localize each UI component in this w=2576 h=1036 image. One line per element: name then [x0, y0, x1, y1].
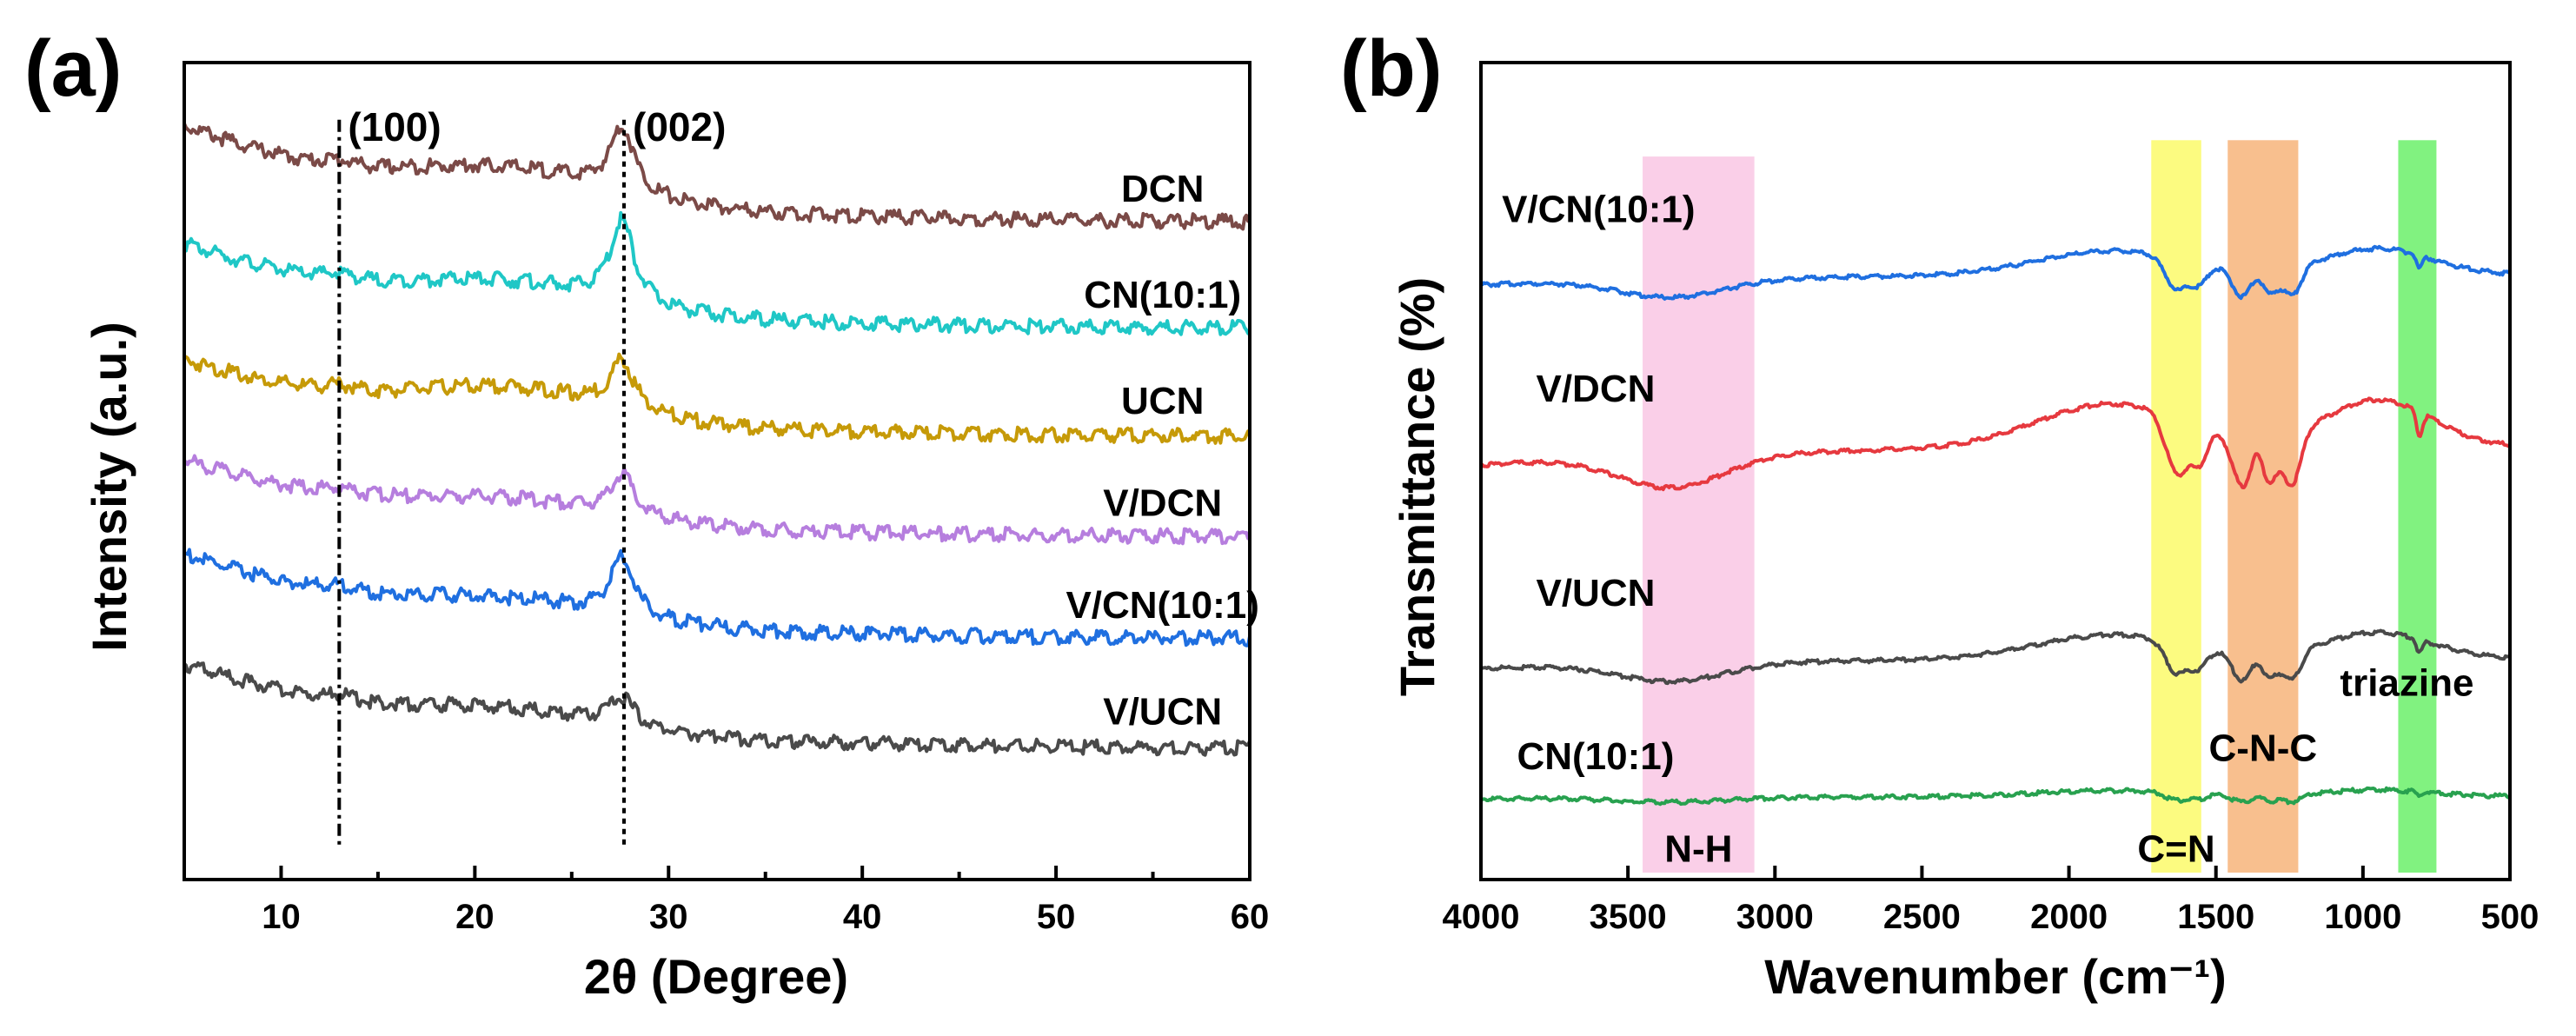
xrd-series-label: CN(10:1): [1084, 274, 1241, 316]
ftir-x-tick-label: 3000: [1736, 898, 1814, 936]
xrd-reference-label: (002): [633, 104, 726, 149]
xrd-series-line: [183, 210, 1251, 336]
ftir-series-line: [1480, 786, 2511, 807]
ftir-panel: (b) Transmittance (%) Wavenumber (cm⁻¹) …: [1340, 24, 2539, 1004]
xrd-x-tick-label: 10: [262, 898, 301, 936]
xrd-x-tick-label: 60: [1231, 898, 1270, 936]
xrd-series-line: [183, 123, 1251, 231]
panel-b-label: (b): [1340, 24, 1442, 113]
xrd-series-label: UCN: [1121, 380, 1204, 422]
ftir-band: [2227, 140, 2299, 873]
xrd-panel: (a) Intensity (a.u.) 2θ (Degree) (100) (0…: [24, 24, 1269, 1004]
xrd-plot-frame: [183, 61, 1251, 881]
xrd-series-label: V/UCN: [1103, 690, 1222, 733]
ftir-x-tick-label: 1500: [2177, 898, 2254, 936]
ftir-y-axis-title: Transmittance (%): [1390, 277, 1444, 696]
xrd-series-line: [183, 661, 1251, 757]
ftir-plot-frame: [1479, 61, 2512, 881]
xrd-series-label: DCN: [1121, 168, 1204, 210]
xrd-x-tick-label: 20: [455, 898, 495, 936]
ftir-series-label: V/UCN: [1536, 572, 1655, 614]
ftir-x-tick-label: 3500: [1590, 898, 1667, 936]
xrd-series-line: [183, 548, 1251, 648]
ftir-band: [2151, 140, 2201, 873]
ftir-band-label: N-H: [1664, 827, 1732, 870]
ftir-band-label: C-N-C: [2209, 727, 2318, 770]
ftir-band-label: triazine: [2340, 662, 2473, 705]
ftir-x-tick-label: 500: [2481, 898, 2539, 936]
ftir-series-line: [1479, 628, 2511, 686]
xrd-x-tick-label: 40: [843, 898, 882, 936]
ftir-series-label: V/CN(10:1): [1502, 188, 1696, 230]
xrd-reference-label: (100): [348, 104, 441, 149]
xrd-series-label: V/CN(10:1): [1066, 584, 1259, 627]
ftir-series-line: [1479, 396, 2512, 492]
panel-a-label: (a): [24, 24, 122, 113]
xrd-x-tick-label: 50: [1037, 898, 1076, 936]
xrd-x-tick-label: 30: [649, 898, 688, 936]
xrd-x-axis-title: 2θ (Degree): [584, 949, 848, 1004]
ftir-x-tick-label: 2000: [2030, 898, 2108, 936]
xrd-series-label: V/DCN: [1103, 482, 1222, 525]
xrd-series-line: [183, 454, 1251, 546]
ftir-band-label: C=N: [2137, 827, 2214, 870]
ftir-x-tick-label: 2500: [1883, 898, 1961, 936]
ftir-x-tick-label: 1000: [2324, 898, 2401, 936]
xrd-series-line: [183, 352, 1251, 445]
ftir-series-label: V/DCN: [1536, 368, 1655, 410]
ftir-series-label: CN(10:1): [1517, 735, 1674, 778]
ftir-series-line: [1480, 244, 2511, 301]
ftir-x-axis-title: Wavenumber (cm⁻¹): [1764, 949, 2227, 1004]
xrd-y-axis-title: Intensity (a.u.): [82, 322, 136, 652]
ftir-band: [1643, 156, 1755, 873]
ftir-x-tick-label: 4000: [1443, 898, 1520, 936]
